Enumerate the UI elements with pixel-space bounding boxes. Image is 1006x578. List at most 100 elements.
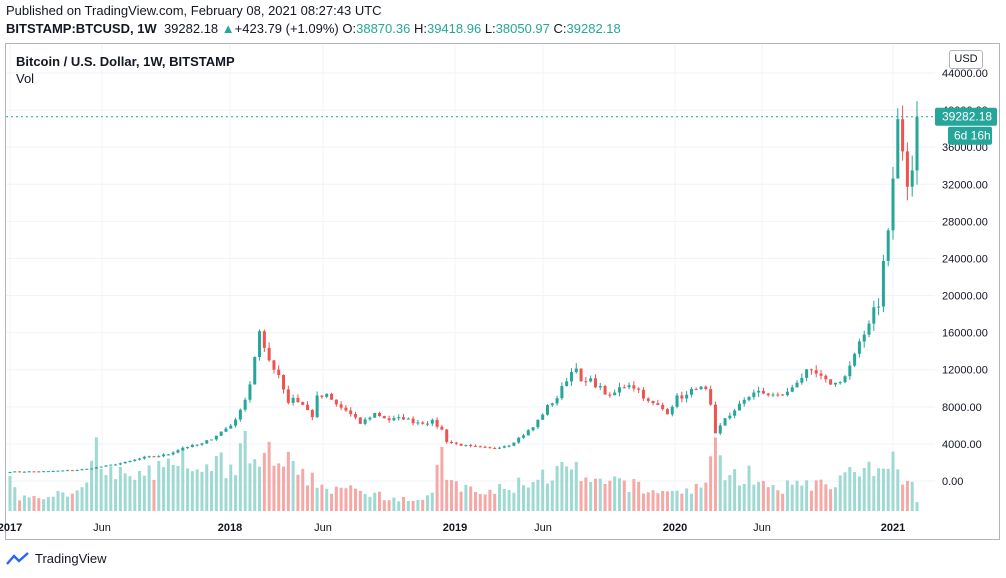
volume-bar xyxy=(354,488,358,511)
candle-body xyxy=(291,397,295,403)
candle-body xyxy=(896,119,900,179)
candle-body xyxy=(238,409,242,420)
volume-bar xyxy=(680,493,684,511)
volume-bar xyxy=(809,490,813,511)
volume-bar xyxy=(747,465,751,511)
candle-body xyxy=(728,415,732,419)
volume-bar xyxy=(142,475,146,511)
volume-bar xyxy=(689,493,693,511)
candle-body xyxy=(617,387,621,393)
volume-bar xyxy=(123,473,127,511)
y-tick-label: 8000.00 xyxy=(942,402,982,414)
volume-bar xyxy=(291,460,295,511)
volume-bar xyxy=(646,492,650,511)
volume-bar xyxy=(344,488,348,511)
volume-bar xyxy=(742,483,746,511)
volume-bar xyxy=(502,489,506,511)
chart-frame xyxy=(5,43,1000,540)
volume-bar xyxy=(795,480,799,511)
volume-bar xyxy=(603,483,607,511)
volume-bar xyxy=(579,481,583,511)
volume-bar xyxy=(205,464,209,511)
volume-bar xyxy=(469,486,473,511)
candle-body xyxy=(392,418,396,421)
candle-body xyxy=(473,445,477,447)
candle-body xyxy=(502,446,506,448)
volume-bar xyxy=(272,465,276,511)
volume-bar xyxy=(286,451,290,511)
volume-bar xyxy=(541,469,545,511)
candle-body xyxy=(358,417,362,424)
chart-legend-title: Bitcoin / U.S. Dollar, 1W, BITSTAMP xyxy=(16,54,235,69)
volume-bar xyxy=(224,478,228,511)
candle-body xyxy=(886,230,890,261)
symbol-label[interactable]: BITSTAMP:BTCUSD, 1W xyxy=(6,21,157,36)
candle-body xyxy=(872,307,876,324)
volume-bar xyxy=(387,500,391,511)
open-value: 38870.36 xyxy=(356,21,411,36)
volume-bar xyxy=(723,480,727,511)
axis-ticks: 44000.0040000.0036000.0032000.0028000.00… xyxy=(0,68,988,534)
volume-bar xyxy=(593,478,597,511)
volume-bar xyxy=(488,489,492,511)
volume-bar xyxy=(200,471,204,511)
candle-body xyxy=(853,353,857,366)
volume-bar xyxy=(531,481,535,511)
volume-bar xyxy=(277,463,281,511)
candle-body xyxy=(99,466,103,468)
candle-body xyxy=(709,389,713,405)
candle-body xyxy=(637,388,641,390)
volume-bar xyxy=(814,480,818,511)
volume-bar xyxy=(569,469,573,511)
volume-bar xyxy=(219,452,223,511)
footer-brand[interactable]: TradingView xyxy=(6,551,107,566)
y-tick-label: 4000.00 xyxy=(942,439,982,451)
candle-body xyxy=(805,369,809,378)
candle-body xyxy=(819,373,823,376)
candle-body xyxy=(258,331,262,357)
volume-bar xyxy=(128,476,132,511)
candle-body xyxy=(627,385,631,388)
volume-bar xyxy=(776,490,780,511)
volume-bar xyxy=(186,468,190,511)
volume-bar xyxy=(382,500,386,511)
volume-bar xyxy=(61,492,65,511)
candle-body xyxy=(608,394,612,396)
volume-bar xyxy=(325,488,329,511)
volume-bar xyxy=(210,471,214,511)
candle-body xyxy=(680,395,684,399)
candle-body xyxy=(521,435,525,438)
candle-body xyxy=(94,467,98,469)
candle-body xyxy=(555,398,559,404)
volume-bar xyxy=(833,487,837,511)
x-tick-label: 2018 xyxy=(218,522,242,534)
x-tick-label: Jun xyxy=(314,522,332,534)
volume-bar xyxy=(805,480,809,511)
candle-body xyxy=(118,463,122,465)
candle-body xyxy=(867,323,871,335)
volume-bar xyxy=(349,485,353,511)
currency-button[interactable]: USD xyxy=(949,50,983,69)
volume-bar xyxy=(675,490,679,511)
candle-body xyxy=(51,471,55,473)
volume-bar xyxy=(757,481,761,511)
brand-name: TradingView xyxy=(35,551,107,566)
candle-body xyxy=(507,445,511,447)
candle-body xyxy=(656,403,660,405)
candle-body xyxy=(80,469,84,471)
volume-bar xyxy=(397,501,401,511)
volume-bar xyxy=(248,463,252,511)
candle-body xyxy=(857,341,861,354)
candle-body xyxy=(234,419,238,426)
candle-body xyxy=(440,426,444,430)
candle-body xyxy=(877,306,881,308)
candle-body xyxy=(545,405,549,415)
candle-body xyxy=(267,347,271,361)
volume-bar xyxy=(373,492,377,511)
candle-body xyxy=(186,447,190,449)
candle-body xyxy=(46,471,50,473)
candle-body xyxy=(454,442,458,444)
volume-bar xyxy=(310,472,314,511)
candle-body xyxy=(286,389,290,403)
